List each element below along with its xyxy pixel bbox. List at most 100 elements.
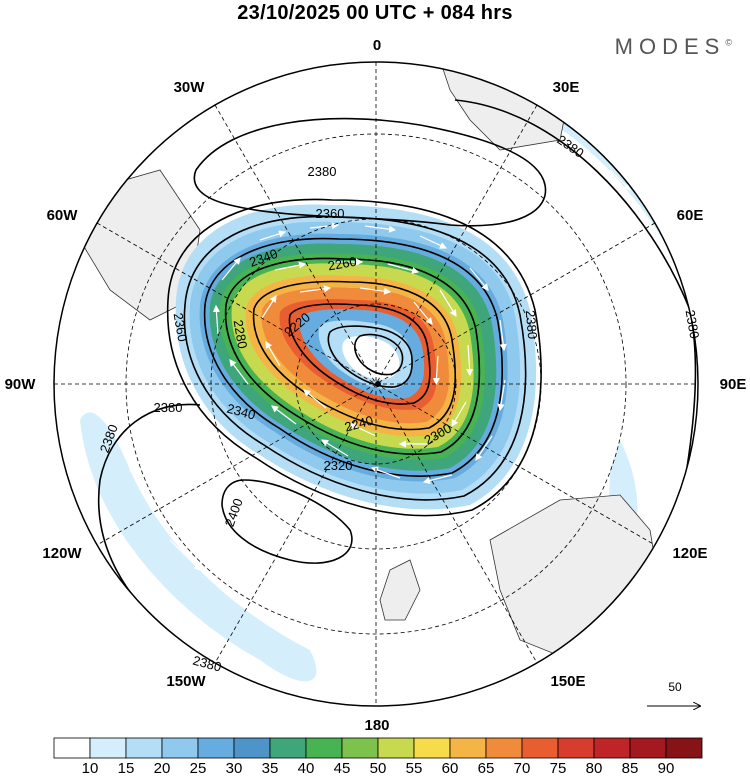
contour-label: 2380 [683, 309, 703, 340]
colorbar-tick-label: 80 [585, 760, 603, 777]
contour-label: 2360 [171, 312, 191, 343]
wind-arrow [265, 340, 281, 367]
lon-label-120e: 120E [672, 545, 707, 562]
wind-arrow [370, 466, 401, 479]
colorbar-tick-label: 15 [117, 760, 135, 777]
contour-label: 2360 [316, 206, 345, 221]
wind-arrow [274, 261, 307, 271]
contour-label: 2320 [324, 458, 353, 473]
contour-2260 [288, 303, 431, 405]
wind-arrow [348, 423, 377, 437]
lon-label-150w: 150W [166, 673, 206, 690]
colorbar-tick-label: 45 [333, 760, 351, 777]
map-content [54, 62, 698, 706]
colorbar-swatch [413, 737, 451, 759]
wind-arrow [419, 235, 448, 249]
colorbar-tick-label: 85 [621, 760, 639, 777]
wind-arrow [129, 469, 151, 501]
wind-arrow [261, 294, 277, 319]
colorbar-tick-label: 25 [189, 760, 207, 777]
lon-label-90e: 90E [720, 376, 747, 393]
contour-2360 [166, 198, 542, 517]
colorbar-swatch [449, 737, 487, 759]
contour-label: 2380 [308, 164, 337, 179]
colorbar-tick-label: 40 [297, 760, 315, 777]
colorbar-swatch [665, 737, 703, 759]
colorbar-swatch [377, 737, 415, 759]
wind-arrow [221, 257, 241, 281]
lon-label-180: 180 [364, 717, 389, 734]
lon-label-60w: 60W [47, 207, 79, 224]
wind-arrow [466, 344, 474, 377]
contour-2240 [327, 325, 413, 388]
wind-arrow [497, 379, 506, 412]
colorbar [53, 737, 703, 759]
wind-vectors [129, 119, 631, 571]
land-new-zealand [379, 559, 421, 621]
colorbar-swatch [233, 737, 271, 759]
colorbar-swatch [557, 737, 595, 759]
wind-arrow [439, 289, 457, 318]
contour-2300 [224, 257, 481, 455]
wind-arrow [413, 301, 433, 325]
contour-label: 2280 [231, 319, 251, 350]
wind-arrow [499, 319, 507, 352]
wind-arrow [271, 405, 297, 425]
colorbar-tick-label: 20 [153, 760, 171, 777]
wind-shade-1 [80, 412, 317, 682]
contour-2400 [221, 479, 353, 564]
colorbar-swatch [125, 737, 163, 759]
vector-reference-label: 50 [668, 680, 682, 694]
colorbar-swatch [53, 737, 91, 759]
south-pole-marker [375, 381, 381, 387]
colorbar-tick-label: 75 [549, 760, 567, 777]
wind-arrow [451, 401, 467, 428]
colorbar-tick-label: 35 [261, 760, 279, 777]
colorbar-swatch [485, 737, 523, 759]
wind-arrow [475, 435, 493, 461]
colorbar-tick-label: 10 [81, 760, 99, 777]
contour-label: 2380 [154, 400, 183, 415]
wind-arrow [320, 439, 349, 457]
contour-label: 2380 [191, 653, 223, 675]
map-border [53, 61, 699, 707]
contour-2340 [183, 215, 527, 501]
colorbar-tick-label: 60 [441, 760, 459, 777]
wind-arrow [229, 359, 249, 385]
lon-label-30e: 30E [553, 79, 580, 96]
colorbar-swatch [269, 737, 307, 759]
colorbar-swatch [305, 737, 343, 759]
colorbar-swatch [629, 737, 667, 759]
lon-label-0: 0 [373, 37, 381, 54]
wind-arrow [387, 263, 420, 274]
lon-label-120w: 120W [42, 545, 82, 562]
contour-2220 [354, 333, 404, 376]
colorbar-tick-label: 30 [225, 760, 243, 777]
lon-label-60e: 60E [677, 207, 704, 224]
contour-label: 2380 [523, 310, 540, 340]
wind-arrow [303, 389, 327, 409]
colorbar-swatch [341, 737, 379, 759]
height-contours [97, 99, 697, 691]
contour-2320 [203, 237, 503, 477]
colorbar-swatch [593, 737, 631, 759]
brand-copyright: © [725, 37, 732, 48]
wind-arrow [359, 287, 392, 295]
wind-arrow [422, 474, 453, 485]
wind-arrow [309, 222, 340, 230]
brand-text: MODES [614, 34, 726, 59]
colorbar-tick-label: 50 [369, 760, 387, 777]
wind-arrow [169, 539, 201, 571]
wind-arrow [212, 304, 221, 335]
contour-labels: 2380 2380 2380 2380 2380 2380 2360 2360 … [97, 132, 703, 675]
wind-arrow [469, 267, 489, 291]
colorbar-swatch [521, 737, 559, 759]
colorbar-tick-label: 65 [477, 760, 495, 777]
contour-label: 2340 [225, 401, 257, 423]
lon-label-150e: 150E [550, 673, 585, 690]
wind-arrow [259, 230, 287, 241]
contour-label: 2260 [327, 254, 358, 274]
lon-label-90w: 90W [5, 376, 37, 393]
longitude-labels: 0 30E 60E 90E 120E 150E 180 150W 120W 90… [5, 37, 747, 734]
